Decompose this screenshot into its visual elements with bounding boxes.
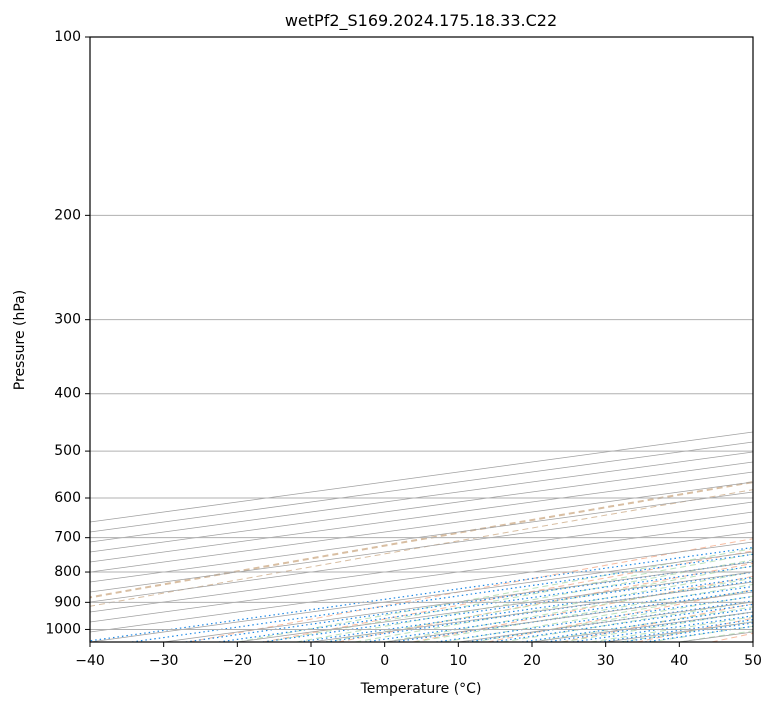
mixing-ratio-line	[299, 576, 753, 642]
skew-isotherm-line	[90, 481, 753, 573]
dry-adiabat-line	[412, 575, 753, 642]
mixing-ratio-line	[185, 561, 753, 642]
y-axis-title: Pressure (hPa)	[12, 290, 28, 390]
y-tick-label: 900	[54, 594, 81, 610]
x-tick-label: −20	[223, 653, 253, 669]
y-tick-label: 500	[54, 443, 81, 459]
moist-adiabat-line	[237, 548, 753, 642]
chart-title: wetPf2_S169.2024.175.18.33.C22	[285, 11, 557, 31]
y-tick-label: 700	[54, 530, 81, 546]
skew-isotherm-line	[90, 491, 753, 583]
y-tick-label: 600	[54, 490, 81, 506]
dry-adiabat-line	[188, 538, 753, 642]
x-tick-label: 30	[597, 653, 615, 669]
moist-adiabat-line	[414, 583, 753, 642]
x-tick-label: −10	[296, 653, 326, 669]
x-tick-label: 0	[380, 653, 389, 669]
skew-isotherm-line	[90, 521, 753, 613]
skew-isotherm-line	[90, 461, 753, 553]
skew-isotherm-line	[90, 531, 753, 623]
x-tick-label: 50	[744, 653, 762, 669]
x-tick-label: 10	[449, 653, 467, 669]
mixing-ratio-line	[131, 553, 753, 642]
dry-adiabat-line	[338, 562, 753, 642]
mixing-ratio-line	[218, 565, 753, 642]
y-tick-label: 300	[54, 312, 81, 328]
y-tick-label: 200	[54, 207, 81, 223]
mixing-ratio-line	[262, 571, 753, 642]
y-tick-label: 1000	[45, 621, 81, 637]
x-tick-label: 20	[523, 653, 541, 669]
skew-isotherm-line	[90, 451, 753, 543]
x-axis-title: Temperature (°C)	[360, 681, 482, 697]
x-tick-label: 40	[670, 653, 688, 669]
x-tick-label: −30	[149, 653, 179, 669]
skew-isotherm-line	[90, 511, 753, 603]
y-tick-label: 100	[54, 29, 81, 45]
y-tick-label: 800	[54, 564, 81, 580]
x-tick-label: −40	[75, 653, 105, 669]
skew-isotherm-line	[90, 501, 753, 593]
moist-adiabat-line	[296, 559, 753, 642]
plot-frame	[89, 36, 754, 643]
y-tick-label: 400	[54, 386, 81, 402]
skew-isotherm-line	[90, 471, 753, 563]
moist-adiabat-line	[473, 595, 753, 642]
